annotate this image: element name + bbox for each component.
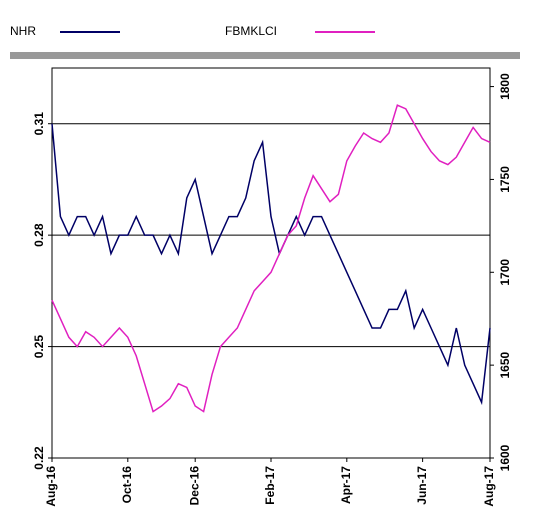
x-tick-label: Aug-17 xyxy=(482,466,496,507)
x-tick-label: Apr-17 xyxy=(339,466,353,504)
x-tick-label: Oct-16 xyxy=(120,466,134,504)
x-tick-label: Jun-17 xyxy=(415,466,429,505)
y2-tick-label: 1750 xyxy=(498,166,512,193)
legend-label: FBMKLCI xyxy=(225,24,277,38)
series-line xyxy=(51,104,491,413)
legend-label: NHR xyxy=(10,24,36,38)
y-tick-label: 0.28 xyxy=(32,223,46,247)
y-tick-label: 0.22 xyxy=(32,446,46,470)
y-tick-label: 0.31 xyxy=(32,112,46,136)
y-tick-label: 0.25 xyxy=(32,335,46,359)
separator-bar xyxy=(10,52,520,59)
y2-tick-label: 1600 xyxy=(498,444,512,471)
y2-tick-label: 1800 xyxy=(498,73,512,100)
y2-tick-label: 1650 xyxy=(498,351,512,378)
y2-tick-label: 1700 xyxy=(498,259,512,286)
series-line xyxy=(51,123,491,406)
x-tick-label: Dec-16 xyxy=(187,466,201,506)
x-tick-label: Aug-16 xyxy=(44,466,58,507)
x-tick-label: Feb-17 xyxy=(263,466,277,505)
plot-frame xyxy=(51,67,491,459)
